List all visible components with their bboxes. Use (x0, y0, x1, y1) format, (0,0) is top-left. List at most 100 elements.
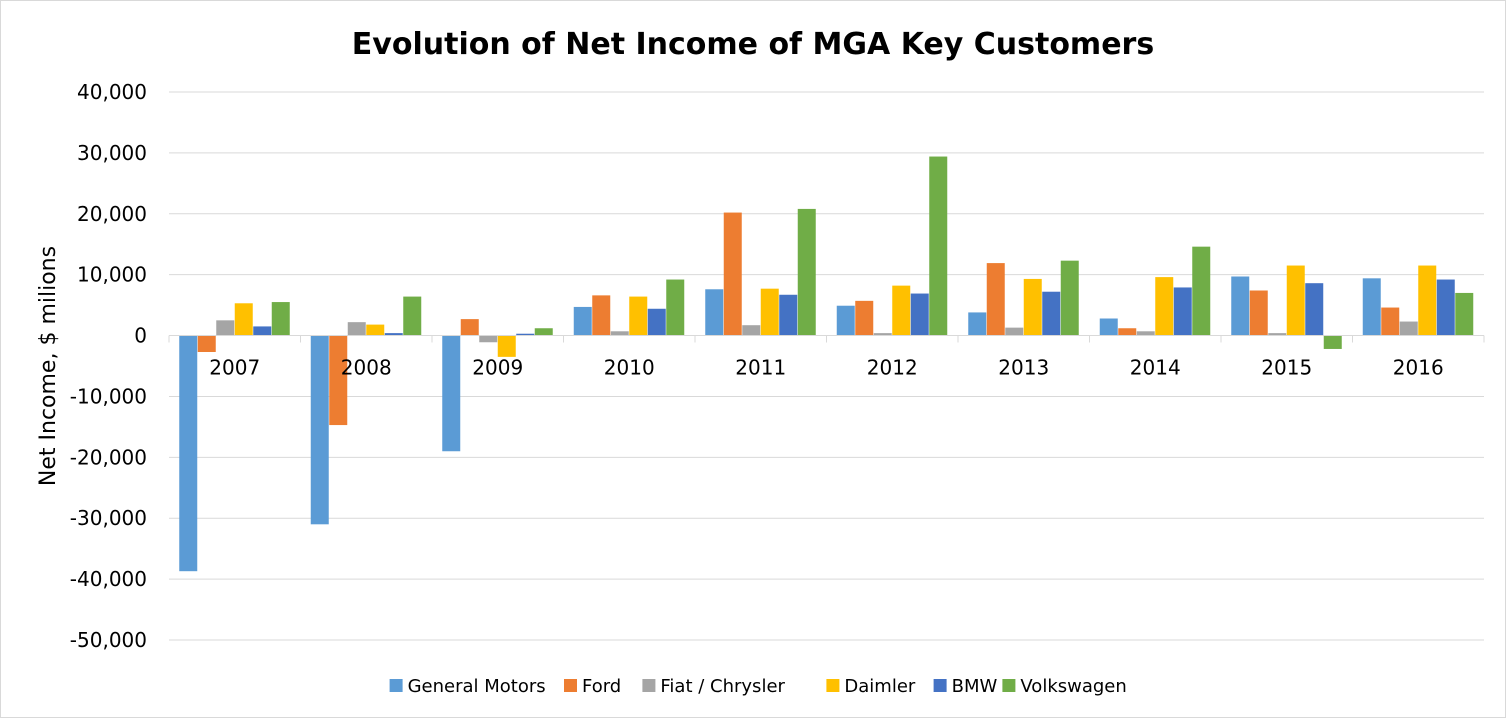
bar-daimler-2016 (1418, 265, 1437, 336)
bar-general-motors-2010 (573, 306, 592, 336)
bar-fiat-chrysler-2007 (216, 320, 235, 336)
bar-daimler-2013 (1023, 278, 1042, 336)
y-tick-label: 40,000 (77, 80, 147, 104)
bar-volkswagen-2015 (1323, 335, 1342, 349)
bar-volkswagen-2009 (534, 328, 553, 336)
gridlines (169, 91, 1484, 641)
x-tick-label: 2016 (1393, 356, 1444, 380)
bar-bmw-2014 (1173, 287, 1192, 336)
y-tick-label: -50,000 (70, 628, 147, 652)
bar-ford-2015 (1249, 290, 1268, 336)
bar-general-motors-2012 (836, 305, 855, 336)
bar-volkswagen-2007 (271, 302, 290, 336)
bar-daimler-2012 (892, 285, 911, 336)
legend-label: Ford (582, 676, 621, 697)
x-tick-label: 2015 (1261, 356, 1312, 380)
legend-label: Daimler (844, 676, 916, 697)
bar-volkswagen-2013 (1060, 260, 1079, 336)
bar-general-motors-2013 (968, 312, 987, 336)
bar-daimler-2008 (366, 324, 385, 336)
bar-fiat-chrysler-2010 (610, 331, 629, 336)
bar-fiat-chrysler-2016 (1399, 321, 1418, 336)
y-tick-label: 10,000 (77, 263, 147, 287)
x-tick-label: 2014 (1130, 356, 1181, 380)
bar-ford-2011 (723, 212, 742, 336)
x-tick-label: 2010 (604, 356, 655, 380)
bar-daimler-2015 (1286, 265, 1305, 336)
bar-general-motors-2014 (1099, 318, 1118, 336)
bar-volkswagen-2016 (1455, 292, 1474, 336)
x-tick-label: 2011 (735, 356, 786, 380)
bar-bmw-2007 (253, 326, 272, 336)
y-tick-label: 20,000 (77, 202, 147, 226)
bar-general-motors-2016 (1362, 278, 1381, 336)
bar-fiat-chrysler-2013 (1005, 327, 1024, 336)
bar-bmw-2009 (516, 333, 535, 336)
y-tick-label: -40,000 (70, 567, 147, 591)
bar-bmw-2010 (647, 308, 666, 336)
legend-swatch (1002, 679, 1016, 692)
bar-fiat-chrysler-2009 (479, 335, 498, 343)
bar-ford-2010 (592, 295, 611, 336)
legend-swatch (933, 679, 947, 692)
bar-fiat-chrysler-2011 (742, 325, 761, 336)
x-tick-label: 2008 (341, 356, 392, 380)
y-tick-label: -10,000 (70, 384, 147, 408)
bar-ford-2013 (986, 263, 1005, 336)
legend-swatch (642, 679, 656, 692)
bar-bmw-2011 (779, 294, 798, 336)
axes: 40,000 30,000 20,000 10,000 0 -10,000 -20,000 -… (70, 80, 1485, 652)
bar-ford-2012 (855, 300, 874, 336)
bar-volkswagen-2011 (797, 208, 816, 336)
bar-fiat-chrysler-2008 (347, 322, 366, 336)
legend: General Motors Ford Fiat / Chrysler Daimler… (389, 676, 1127, 697)
bar-daimler-2014 (1155, 277, 1174, 336)
bar-daimler-2009 (497, 335, 516, 357)
bar-daimler-2010 (629, 296, 648, 336)
bar-fiat-chrysler-2015 (1268, 333, 1287, 336)
bar-general-motors-2015 (1231, 276, 1250, 336)
bar-bmw-2015 (1305, 283, 1324, 336)
x-tick-label: 2013 (998, 356, 1049, 380)
legend-label: BMW (952, 676, 998, 697)
legend-label: General Motors (408, 676, 546, 697)
bar-general-motors-2007 (179, 335, 198, 572)
bar-volkswagen-2010 (666, 279, 685, 336)
y-tick-label: 0 (134, 324, 147, 348)
y-tick-label: 30,000 (77, 141, 147, 165)
bar-general-motors-2009 (442, 335, 461, 452)
bar-volkswagen-2012 (929, 156, 948, 336)
x-tick-label: 2007 (209, 356, 260, 380)
chart-title: Evolution of Net Income of MGA Key Custo… (352, 27, 1154, 62)
legend-swatch (564, 679, 577, 692)
legend-label: Volkswagen (1020, 676, 1126, 697)
bar-ford-2007 (197, 335, 216, 352)
y-tick-label: -30,000 (70, 506, 147, 530)
legend-label: Fiat / Chrysler (660, 676, 785, 697)
bar-ford-2016 (1381, 307, 1400, 336)
y-tick-label: -20,000 (70, 445, 147, 469)
bar-ford-2008 (329, 335, 348, 426)
bars (179, 156, 1474, 572)
bar-volkswagen-2008 (403, 296, 422, 336)
bar-general-motors-2011 (705, 289, 724, 336)
bar-fiat-chrysler-2014 (1136, 331, 1155, 336)
y-axis-title: Net Income, $ milions (36, 246, 61, 486)
bar-bmw-2008 (384, 333, 403, 336)
bar-bmw-2012 (910, 293, 929, 336)
bar-daimler-2007 (234, 303, 253, 336)
x-tick-label: 2009 (472, 356, 523, 380)
bar-ford-2014 (1118, 328, 1137, 336)
x-tick-label: 2012 (867, 356, 918, 380)
bar-bmw-2016 (1436, 279, 1455, 336)
bar-fiat-chrysler-2012 (873, 333, 892, 336)
legend-swatch (389, 679, 403, 692)
bar-bmw-2013 (1042, 291, 1061, 336)
bar-daimler-2011 (760, 288, 779, 336)
legend-swatch (826, 679, 840, 692)
bar-ford-2009 (460, 319, 479, 336)
bar-volkswagen-2014 (1192, 246, 1211, 336)
bar-general-motors-2008 (310, 335, 329, 525)
